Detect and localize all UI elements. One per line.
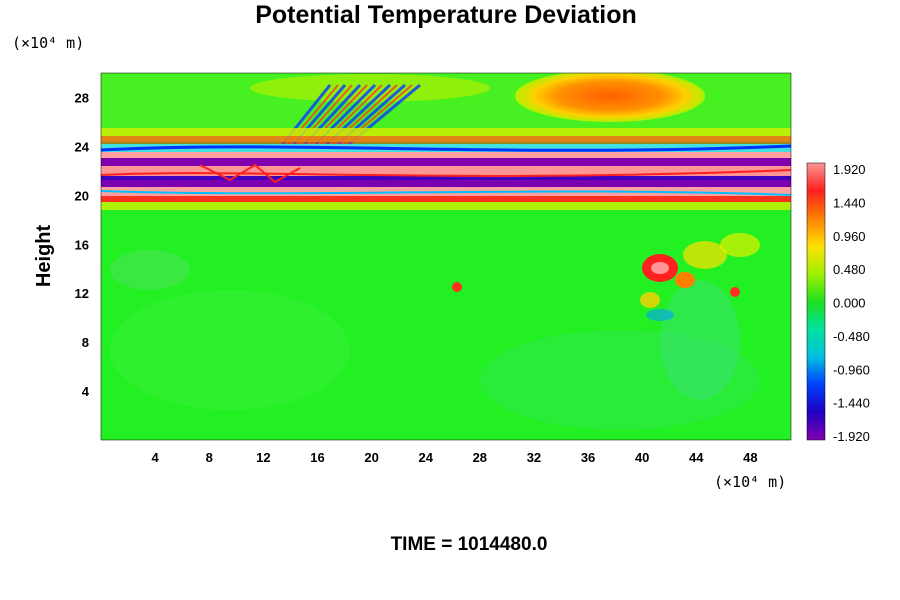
x-tick-label: 28 [473,450,487,465]
y-tick-label: 8 [82,335,89,350]
convective-cluster [452,233,760,321]
colorbar-tick-label: -0.960 [833,362,870,377]
x-tick-label: 12 [256,450,270,465]
colorbar-tick-label: 0.480 [833,262,866,277]
colorbar-tick-label: -1.920 [833,429,870,444]
y-unit-label: (×10⁴ m) [12,34,84,52]
x-tick-label: 20 [364,450,378,465]
y-tick-label: 16 [75,237,89,252]
y-axis-label: Height [33,225,55,288]
x-tick-label: 48 [743,450,757,465]
y-tick-label: 24 [75,139,90,154]
colorbar [806,162,826,441]
x-ticks: 4 8 12 16 20 24 28 32 36 40 44 48 [152,450,758,465]
x-tick-label: 40 [635,450,649,465]
colorbar-tick-label: 0.000 [833,296,866,311]
time-footer: TIME = 1014480.0 [391,534,548,555]
x-unit-label: (×10⁴ m) [714,473,786,491]
colorbar-tick-label: 1.440 [833,195,866,210]
y-tick-label: 20 [75,188,89,203]
colorbar-ticks: 1.920 1.440 0.960 0.480 0.000 -0.480 -0.960 -1.… [833,162,870,444]
heatmap-field [101,73,791,440]
colorbar-tick-label: 1.920 [833,162,866,177]
chart-title: Potential Temperature Deviation [255,1,637,29]
colorbar-tick-label: -1.440 [833,396,870,411]
x-tick-label: 44 [689,450,704,465]
x-tick-label: 4 [152,450,160,465]
y-ticks: 4 8 12 16 20 24 28 [75,90,90,399]
x-tick-label: 32 [527,450,541,465]
y-tick-label: 12 [75,286,89,301]
x-tick-label: 36 [581,450,595,465]
colorbar-tick-label: -0.480 [833,329,870,344]
colorbar-tick-label: 0.960 [833,229,866,244]
y-tick-label: 28 [75,90,89,105]
x-tick-label: 8 [206,450,213,465]
plot-frame [100,72,792,441]
x-tick-label: 24 [418,450,433,465]
x-tick-label: 16 [310,450,324,465]
y-tick-label: 4 [82,384,90,399]
